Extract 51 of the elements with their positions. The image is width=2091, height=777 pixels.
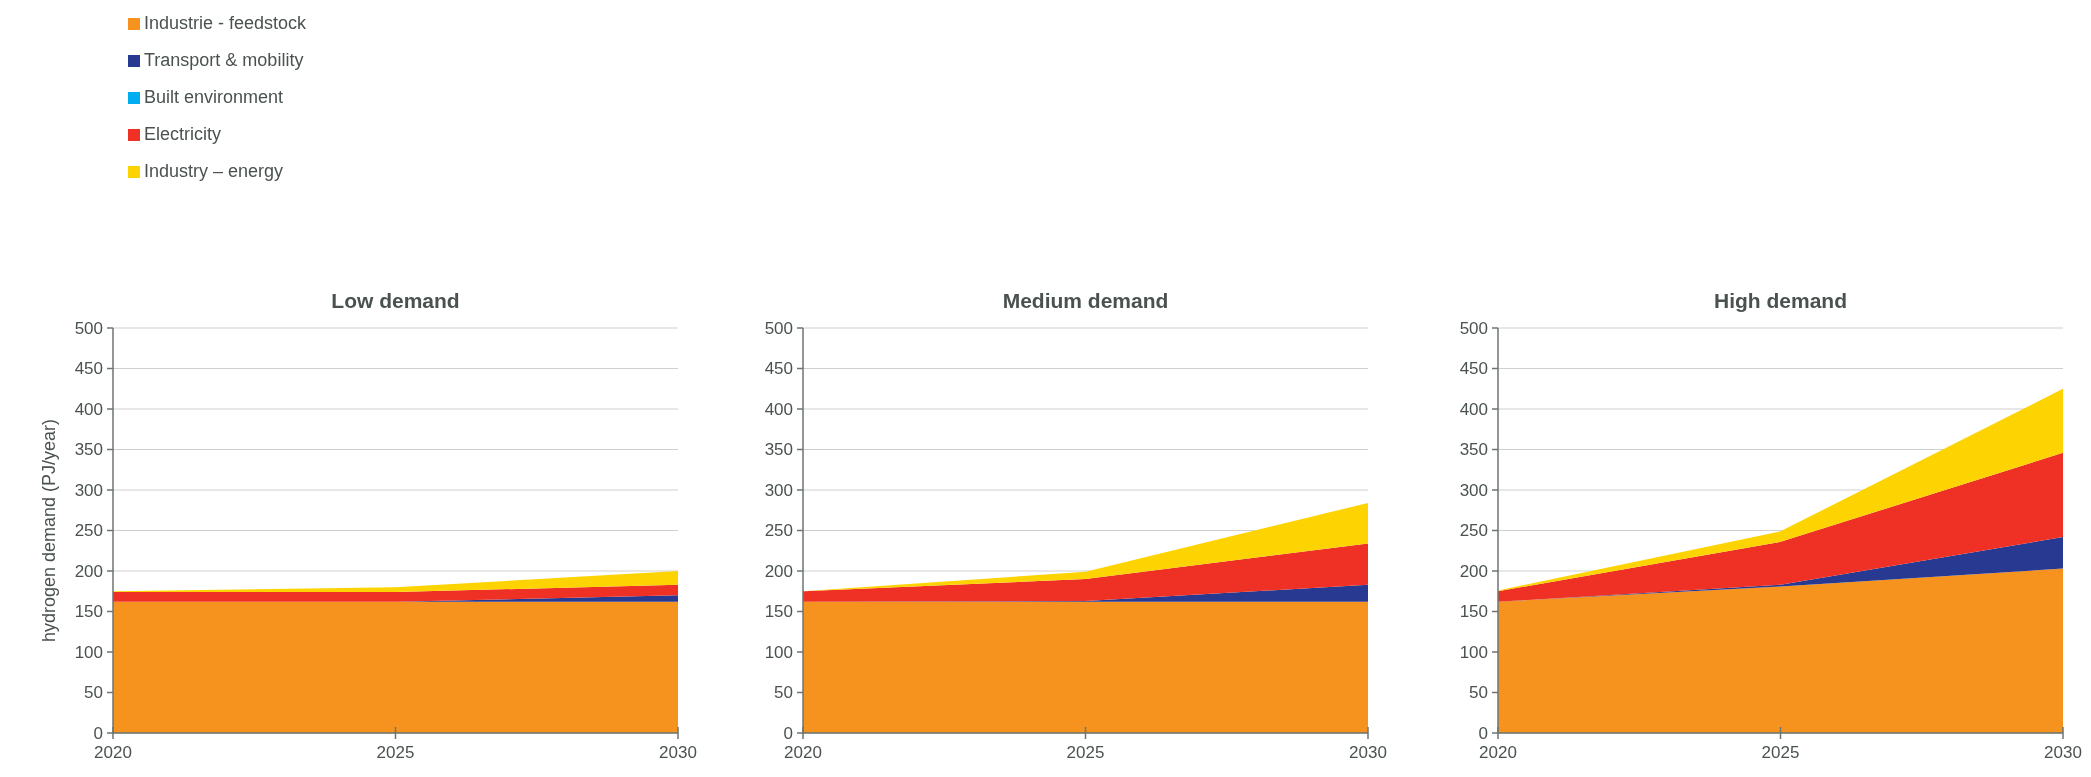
y-tick-label: 350 <box>74 440 103 460</box>
y-tick-label: 200 <box>1459 561 1488 581</box>
chart-title: Low demand <box>331 289 460 312</box>
y-tick-label: 400 <box>764 399 793 419</box>
x-tick-label: 2020 <box>94 743 132 762</box>
chart-title: Medium demand <box>1002 289 1169 312</box>
x-tick-label: 2025 <box>376 743 415 762</box>
y-tick-label: 50 <box>84 683 103 703</box>
y-tick-label: 350 <box>1459 440 1488 460</box>
legend-label: Built environment <box>144 87 284 107</box>
x-tick-label: 2030 <box>1349 743 1387 762</box>
y-tick-label: 350 <box>764 440 793 460</box>
x-tick-label: 2025 <box>1761 743 1800 762</box>
x-tick-label: 2025 <box>1066 743 1105 762</box>
x-tick-label: 2020 <box>1479 743 1517 762</box>
y-tick-label: 450 <box>1459 359 1488 379</box>
legend-label: Industry – energy <box>144 161 284 181</box>
y-tick-label: 0 <box>1478 723 1488 743</box>
y-tick-label: 250 <box>1459 521 1488 541</box>
y-tick-label: 500 <box>1459 318 1488 338</box>
y-axis-title: hydrogen demand (PJ/year) <box>39 418 59 643</box>
y-tick-label: 50 <box>774 683 793 703</box>
y-tick-label: 500 <box>74 318 103 338</box>
y-tick-label: 100 <box>764 642 793 662</box>
y-tick-label: 250 <box>74 521 103 541</box>
y-tick-label: 150 <box>74 602 103 622</box>
y-tick-label: 50 <box>1469 683 1488 703</box>
y-tick-label: 150 <box>764 602 793 622</box>
x-tick-label: 2030 <box>659 743 697 762</box>
y-tick-label: 150 <box>1459 602 1488 622</box>
y-tick-label: 400 <box>1459 399 1488 419</box>
y-tick-label: 300 <box>74 480 103 500</box>
chart-title: High demand <box>1713 289 1848 312</box>
y-tick-label: 200 <box>74 561 103 581</box>
legend-label: Transport & mobility <box>144 50 304 70</box>
y-tick-label: 500 <box>764 318 793 338</box>
y-tick-label: 400 <box>74 399 103 419</box>
y-tick-label: 300 <box>764 480 793 500</box>
y-tick-label: 0 <box>93 723 103 743</box>
legend-label: Electricity <box>144 124 222 144</box>
y-tick-label: 100 <box>74 642 103 662</box>
x-tick-label: 2030 <box>2044 743 2082 762</box>
y-tick-label: 200 <box>764 561 793 581</box>
y-tick-label: 0 <box>783 723 793 743</box>
legend-label: Industrie - feedstock <box>144 13 308 33</box>
y-tick-label: 450 <box>764 359 793 379</box>
y-tick-label: 100 <box>1459 642 1488 662</box>
y-tick-label: 450 <box>74 359 103 379</box>
y-tick-label: 250 <box>764 521 793 541</box>
x-tick-label: 2020 <box>784 743 822 762</box>
y-tick-label: 300 <box>1459 480 1488 500</box>
